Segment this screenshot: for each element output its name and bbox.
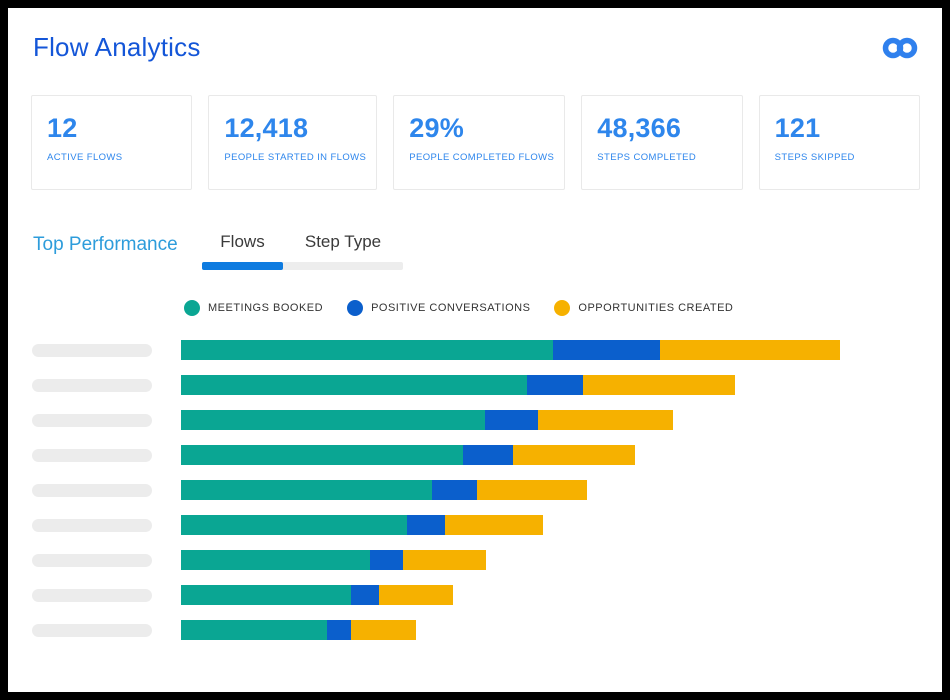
bar-segment-positive-conversations[interactable] <box>432 480 477 500</box>
chart-legend: MEETINGS BOOKED POSITIVE CONVERSATIONS O… <box>184 300 942 316</box>
bar-segment-positive-conversations[interactable] <box>327 620 351 640</box>
bar-segment-positive-conversations[interactable] <box>485 410 538 430</box>
legend-label: OPPORTUNITIES CREATED <box>578 302 734 314</box>
tab-step-type[interactable]: Step Type <box>304 232 382 251</box>
stat-label: PEOPLE COMPLETED FLOWS <box>409 152 555 163</box>
stacked-bar <box>181 515 543 535</box>
bar-segment-positive-conversations[interactable] <box>527 375 583 395</box>
row-label-placeholder <box>32 518 152 532</box>
stat-label: PEOPLE STARTED IN FLOWS <box>224 152 367 163</box>
stacked-bar <box>181 480 587 500</box>
stat-value: 12 <box>47 113 78 143</box>
stacked-bar <box>181 550 486 570</box>
stacked-bar <box>181 585 453 605</box>
chart-row <box>8 410 942 430</box>
stat-cards: 12 ACTIVE FLOWS 12,418 PEOPLE STARTED IN… <box>31 95 921 190</box>
bar-segment-meetings-booked[interactable] <box>181 550 370 570</box>
tab-labels: Flows Step Type <box>202 232 403 262</box>
stacked-bar <box>181 340 840 360</box>
bar-segment-positive-conversations[interactable] <box>407 515 445 535</box>
bar-segment-meetings-booked[interactable] <box>181 585 351 605</box>
bar-segment-opportunities-created[interactable] <box>445 515 543 535</box>
row-label-placeholder <box>32 343 152 357</box>
chart-row <box>8 480 942 500</box>
stat-label: STEPS COMPLETED <box>597 152 697 163</box>
bar-segment-meetings-booked[interactable] <box>181 515 407 535</box>
stat-value: 12,418 <box>224 113 309 143</box>
stacked-bar <box>181 620 416 640</box>
teal-dot-icon <box>184 300 200 316</box>
bar-segment-opportunities-created[interactable] <box>351 620 416 640</box>
chart-row <box>8 550 942 570</box>
bar-segment-opportunities-created[interactable] <box>403 550 486 570</box>
stat-label: STEPS SKIPPED <box>774 152 855 163</box>
yellow-dot-icon <box>554 300 571 316</box>
row-label-placeholder <box>32 378 152 392</box>
page-title: Flow Analytics <box>33 32 201 62</box>
infinity-logo-icon <box>880 34 920 62</box>
row-label-placeholder <box>32 623 152 637</box>
bar-segment-meetings-booked[interactable] <box>181 410 485 430</box>
row-label-placeholder <box>32 553 152 567</box>
row-label-placeholder <box>32 413 152 427</box>
blue-dot-icon <box>347 300 364 316</box>
bar-segment-positive-conversations[interactable] <box>553 340 660 360</box>
row-label-placeholder <box>32 483 152 497</box>
dashboard-panel: Flow Analytics 12 ACTIVE FLOWS 12,418 PE… <box>8 8 942 692</box>
bar-segment-opportunities-created[interactable] <box>513 445 635 465</box>
bar-segment-meetings-booked[interactable] <box>181 480 432 500</box>
header: Flow Analytics <box>8 8 942 63</box>
stat-value: 29% <box>409 113 464 143</box>
chart-row <box>8 375 942 395</box>
bar-segment-meetings-booked[interactable] <box>181 340 553 360</box>
chart-row <box>8 340 942 360</box>
stat-value: 48,366 <box>597 113 682 143</box>
stacked-bar <box>181 445 635 465</box>
bar-segment-meetings-booked[interactable] <box>181 445 463 465</box>
tabs: Flows Step Type <box>202 232 403 270</box>
chart-row <box>8 585 942 605</box>
tab-flows[interactable]: Flows <box>220 232 265 251</box>
stat-value: 121 <box>774 113 821 143</box>
stacked-bar <box>181 375 735 395</box>
stat-card-steps-skipped: 121 STEPS SKIPPED <box>758 95 921 190</box>
bar-segment-meetings-booked[interactable] <box>181 375 527 395</box>
bar-segment-positive-conversations[interactable] <box>463 445 513 465</box>
tab-active-indicator <box>202 262 283 270</box>
legend-item-meetings-booked: MEETINGS BOOKED <box>184 300 323 316</box>
bar-segment-opportunities-created[interactable] <box>583 375 735 395</box>
legend-item-opportunities-created: OPPORTUNITIES CREATED <box>554 300 733 316</box>
legend-label: MEETINGS BOOKED <box>208 302 324 314</box>
stat-card-steps-completed: 48,366 STEPS COMPLETED <box>581 95 743 190</box>
chart-row <box>8 445 942 465</box>
bar-segment-positive-conversations[interactable] <box>351 585 379 605</box>
chart-row <box>8 620 942 640</box>
chart-row <box>8 515 942 535</box>
row-label-placeholder <box>32 448 152 462</box>
section-title: Top Performance <box>33 234 178 255</box>
stat-card-people-started: 12,418 PEOPLE STARTED IN FLOWS <box>208 95 378 190</box>
bar-segment-opportunities-created[interactable] <box>379 585 453 605</box>
stat-card-people-completed: 29% PEOPLE COMPLETED FLOWS <box>393 95 566 190</box>
bar-segment-opportunities-created[interactable] <box>538 410 673 430</box>
tab-track[interactable] <box>202 262 403 270</box>
row-label-placeholder <box>32 588 152 602</box>
bar-segment-meetings-booked[interactable] <box>181 620 327 640</box>
bar-segment-opportunities-created[interactable] <box>477 480 587 500</box>
stacked-bar <box>181 410 673 430</box>
stat-card-active-flows: 12 ACTIVE FLOWS <box>31 95 193 190</box>
legend-label: POSITIVE CONVERSATIONS <box>371 302 531 314</box>
legend-item-positive-conversations: POSITIVE CONVERSATIONS <box>347 300 530 316</box>
top-performance-section: Top Performance Flows Step Type <box>33 232 942 270</box>
bar-segment-opportunities-created[interactable] <box>660 340 840 360</box>
stat-label: ACTIVE FLOWS <box>47 152 123 163</box>
bar-segment-positive-conversations[interactable] <box>370 550 403 570</box>
chart-rows <box>8 340 942 640</box>
